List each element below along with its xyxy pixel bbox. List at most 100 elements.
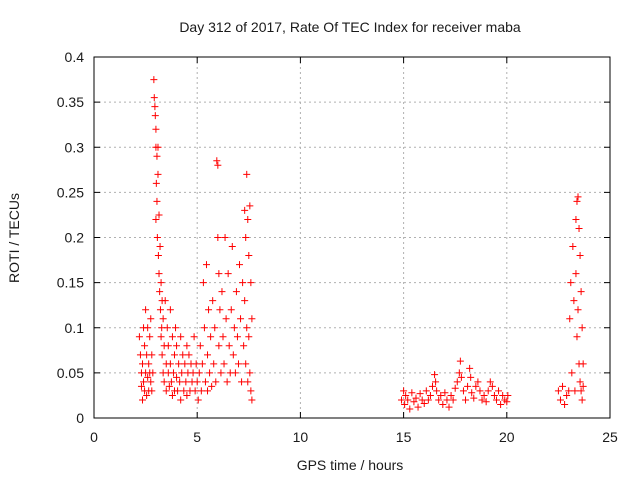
data-point [143, 391, 151, 399]
data-point [490, 391, 498, 399]
data-point [153, 197, 161, 205]
data-point [228, 243, 236, 251]
data-point [183, 342, 191, 350]
data-point [163, 324, 171, 332]
data-point [179, 351, 187, 359]
data-point [146, 333, 154, 341]
data-point [248, 315, 256, 323]
data-point [398, 396, 406, 404]
y-tick-label: 0.05 [57, 365, 84, 381]
data-point [432, 378, 440, 386]
data-point [248, 396, 256, 404]
data-point [197, 387, 205, 395]
data-point [148, 351, 156, 359]
data-point [208, 382, 216, 390]
data-point [196, 342, 204, 350]
data-point [211, 324, 219, 332]
data-point [406, 405, 414, 413]
data-point [227, 306, 235, 314]
data-point [449, 396, 457, 404]
data-point [241, 206, 249, 214]
data-point [231, 369, 239, 377]
data-point [237, 315, 245, 323]
data-point [575, 224, 583, 232]
data-point [153, 234, 161, 241]
data-point [225, 342, 233, 350]
data-point [244, 215, 252, 223]
data-point [247, 279, 255, 287]
data-point [156, 243, 164, 251]
data-point [456, 357, 464, 365]
data-point [168, 391, 176, 399]
data-point [410, 398, 418, 406]
y-tick-labels: 0 0.05 0.1 0.15 0.2 0.25 0.3 0.35 0.4 [57, 49, 84, 426]
data-point [488, 382, 496, 390]
data-point [577, 387, 585, 395]
data-point [428, 382, 436, 390]
data-point [401, 400, 409, 408]
data-point [207, 333, 215, 341]
data-point [422, 387, 430, 395]
data-point [221, 234, 229, 241]
data-point [576, 252, 584, 260]
data-point [497, 400, 505, 408]
data-point [418, 396, 426, 404]
data-point [578, 324, 586, 332]
data-point [152, 179, 160, 187]
x-tick-label: 0 [90, 429, 98, 445]
x-tick-label: 15 [396, 429, 412, 445]
data-point [145, 360, 153, 368]
x-tick-label: 25 [602, 429, 618, 445]
data-point [240, 342, 248, 350]
data-point [239, 279, 247, 287]
y-tick-label: 0.15 [57, 275, 84, 291]
data-point [215, 342, 223, 350]
data-point [148, 387, 156, 395]
y-tick-label: 0.2 [65, 230, 85, 246]
data-point [152, 125, 160, 133]
data-point [150, 94, 158, 102]
data-point [246, 369, 254, 377]
data-point [439, 400, 447, 408]
data-point [568, 369, 576, 377]
data-point [157, 279, 165, 287]
data-point [140, 378, 148, 386]
y-tick-label: 0 [76, 410, 84, 426]
data-point [205, 306, 213, 314]
data-point [173, 342, 181, 350]
data-point [420, 400, 428, 408]
data-point [209, 297, 217, 305]
data-point [408, 389, 416, 397]
data-point [180, 387, 188, 395]
data-point [144, 324, 152, 332]
data-point [181, 360, 189, 368]
data-point [182, 378, 190, 386]
data-point [149, 369, 157, 377]
data-point [404, 396, 412, 404]
data-point [158, 351, 166, 359]
x-tick-label: 5 [193, 429, 201, 445]
data-point [478, 396, 486, 404]
data-point [468, 389, 476, 397]
data-point [443, 396, 451, 404]
data-point [154, 170, 162, 178]
data-point [569, 243, 577, 251]
data-point [565, 387, 573, 395]
data-point [233, 333, 241, 341]
data-point [185, 351, 193, 359]
data-point [204, 351, 212, 359]
data-point [135, 333, 143, 341]
data-point [136, 351, 144, 359]
data-point [441, 389, 449, 397]
data-point [572, 270, 580, 278]
data-point [193, 378, 201, 386]
data-point [402, 391, 410, 399]
data-point [453, 378, 461, 386]
data-point [242, 360, 250, 368]
data-point [177, 333, 185, 341]
data-point [414, 403, 422, 411]
x-axis-label: GPS time / hours [297, 457, 404, 473]
data-point [492, 396, 500, 404]
data-point [160, 378, 168, 386]
data-point [155, 270, 163, 278]
